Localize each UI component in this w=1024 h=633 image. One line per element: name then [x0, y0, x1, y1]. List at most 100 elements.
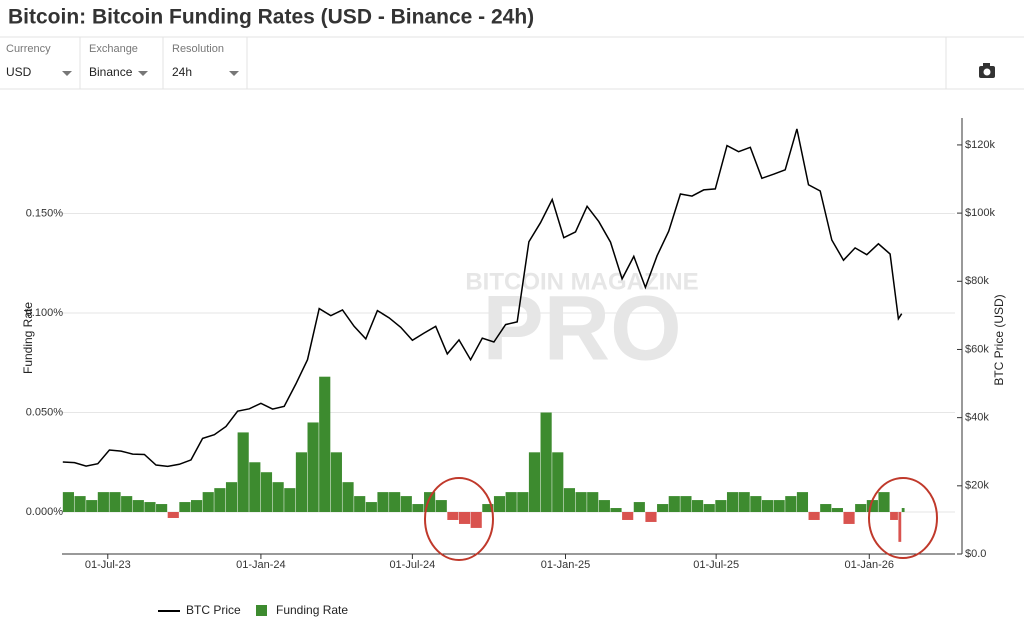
funding-bar [354, 496, 366, 513]
funding-bar [190, 500, 203, 513]
funding-bar [785, 496, 797, 513]
y2-tick-label: $120k [965, 139, 995, 151]
funding-bar [796, 492, 809, 513]
funding-bar [237, 432, 249, 513]
funding-bar [587, 492, 599, 513]
funding-bar [855, 504, 867, 513]
y2-tick-label: $100k [965, 207, 995, 219]
watermark-text: PRO [482, 277, 681, 379]
funding-bar [598, 500, 610, 513]
funding-bar [563, 488, 575, 513]
funding-bar [447, 512, 459, 520]
funding-bar [156, 504, 168, 513]
funding-bar [470, 512, 482, 528]
y-axis-title: Funding Rate [21, 302, 35, 374]
highlight-circle [424, 477, 494, 561]
funding-bar [179, 502, 191, 513]
x-tick-label: 01-Jan-26 [845, 559, 895, 571]
funding-bar [144, 502, 156, 513]
funding-bar [202, 492, 214, 513]
control-label: Exchange [89, 43, 138, 55]
control[interactable]: Currency USD [6, 43, 72, 79]
y2-axis-title: BTC Price (USD) [992, 294, 1006, 385]
legend-label[interactable]: BTC Price [186, 603, 241, 617]
funding-bar [898, 512, 902, 542]
funding-bar [307, 422, 319, 513]
control-label: Currency [6, 43, 51, 55]
control-value[interactable]: USD [6, 65, 32, 79]
funding-bar [86, 500, 98, 513]
watermark: BITCOIN MAGAZINE PRO [465, 268, 698, 379]
funding-bar [622, 512, 634, 520]
funding-bar [692, 500, 704, 513]
y2-tick-label: $60k [965, 343, 989, 355]
y-tick-label: 0.050% [26, 406, 64, 418]
legend-label[interactable]: Funding Rate [276, 603, 348, 617]
funding-bar [528, 452, 541, 513]
funding-bar [901, 508, 905, 513]
funding-bar [482, 504, 494, 513]
x-tick-label: 01-Jan-24 [236, 559, 286, 571]
funding-bar [843, 512, 855, 524]
funding-bar [761, 500, 774, 513]
y-tick-label: 0.100% [26, 307, 64, 319]
highlight-circle [868, 477, 938, 559]
funding-bar [121, 496, 133, 513]
funding-bar [435, 500, 447, 513]
legend: BTC Price Funding Rate [158, 603, 348, 617]
funding-bar [773, 500, 785, 513]
funding-bar [109, 492, 121, 513]
funding-bar [458, 512, 471, 524]
funding-bar [668, 496, 680, 513]
dropdown-arrow [62, 71, 72, 76]
funding-bar [738, 492, 750, 513]
x-tick-label: 01-Jan-25 [541, 559, 591, 571]
control-value[interactable]: 24h [172, 65, 192, 79]
funding-bar [389, 492, 401, 513]
funding-bar [74, 496, 86, 513]
funding-bar [680, 496, 692, 513]
x-tick-label: 01-Jul-24 [389, 559, 435, 571]
funding-bar [657, 504, 669, 513]
plot: 0.000% 0.050% 0.100% 0.150% $0.0 $20k $40k $60k… [26, 118, 995, 571]
funding-bar [575, 492, 587, 513]
funding-bar [97, 492, 109, 513]
funding-bar [505, 492, 517, 513]
funding-bar [493, 496, 506, 513]
dropdown-arrow [229, 71, 239, 76]
control[interactable]: Resolution 24h [172, 43, 239, 79]
funding-bar [866, 500, 878, 513]
watermark-text: BITCOIN MAGAZINE [465, 268, 698, 295]
funding-bar [400, 496, 412, 513]
control[interactable]: Exchange Binance [89, 43, 148, 79]
funding-bar [552, 452, 564, 513]
x-tick-label: 01-Jul-25 [693, 559, 739, 571]
funding-bar [284, 488, 296, 513]
page-title: Bitcoin: Bitcoin Funding Rates (USD - Bi… [8, 6, 534, 29]
funding-bar [820, 504, 832, 513]
funding-bar [878, 492, 890, 513]
funding-bar [132, 500, 144, 513]
funding-bar [295, 452, 308, 513]
y2-tick-label: $20k [965, 480, 989, 492]
y-tick-label: 0.000% [26, 506, 64, 518]
y2-tick-label: $0.0 [965, 548, 986, 560]
camera-button[interactable] [979, 63, 995, 78]
funding-bar [319, 376, 331, 513]
funding-bar [750, 496, 762, 513]
control-value[interactable]: Binance [89, 65, 133, 79]
funding-bar [342, 482, 354, 513]
funding-bar [831, 508, 843, 513]
funding-bar [214, 488, 226, 513]
funding-bar [167, 512, 179, 518]
funding-bar [726, 492, 739, 513]
funding-bar [225, 482, 238, 513]
funding-bar [540, 412, 552, 513]
funding-bar [808, 512, 820, 520]
y2-tick-label: $80k [965, 275, 989, 287]
funding-bar [645, 512, 657, 522]
funding-bar [715, 500, 727, 513]
funding-bar [890, 512, 898, 520]
funding-bar [249, 462, 261, 513]
